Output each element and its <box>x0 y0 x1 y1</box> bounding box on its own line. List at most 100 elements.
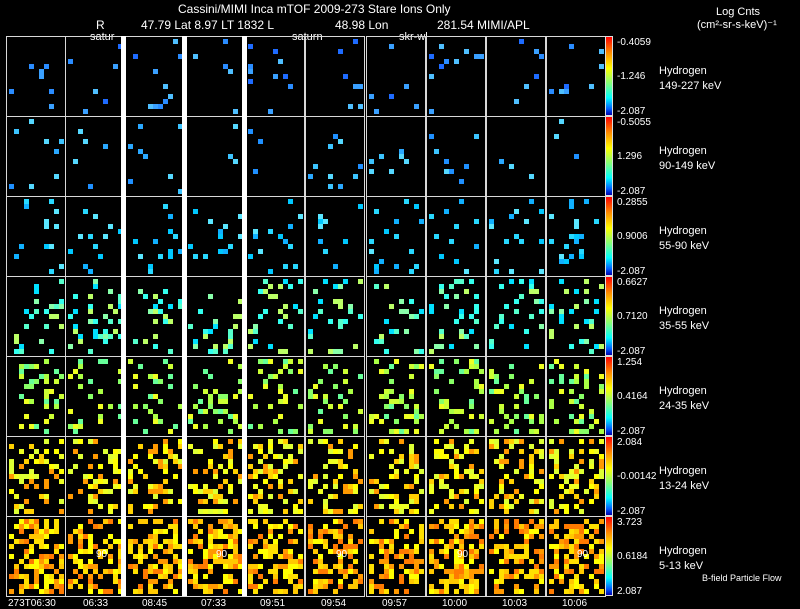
count-pixel <box>454 294 459 299</box>
count-pixel <box>599 464 604 469</box>
count-pixel <box>409 464 414 469</box>
count-pixel <box>163 539 168 544</box>
count-pixel <box>429 54 434 59</box>
count-pixel <box>574 579 579 584</box>
count-pixel <box>59 479 64 484</box>
count-pixel <box>158 559 163 564</box>
count-pixel <box>103 359 108 364</box>
count-pixel <box>348 489 353 494</box>
count-pixel <box>494 374 499 379</box>
count-pixel <box>54 464 59 469</box>
count-pixel <box>414 499 419 504</box>
count-pixel <box>549 239 554 244</box>
count-pixel <box>499 579 504 584</box>
count-pixel <box>419 569 424 574</box>
energy-range-label: 149-227 keV <box>659 80 722 92</box>
count-pixel <box>444 474 449 479</box>
count-pixel <box>258 314 263 319</box>
count-pixel <box>564 539 569 544</box>
count-pixel <box>188 569 193 574</box>
count-pixel <box>268 509 273 514</box>
count-pixel <box>29 379 34 384</box>
count-pixel <box>318 569 323 574</box>
count-pixel <box>434 234 439 239</box>
count-pixel <box>539 414 544 419</box>
count-pixel <box>549 589 554 594</box>
count-pixel <box>188 549 193 554</box>
count-pixel <box>434 369 439 374</box>
count-pixel <box>168 429 173 434</box>
count-pixel <box>153 539 158 544</box>
count-pixel <box>358 374 363 379</box>
count-pixel <box>554 459 559 464</box>
count-pixel <box>318 439 323 444</box>
count-pixel <box>419 349 424 354</box>
count-pixel <box>559 379 564 384</box>
count-pixel <box>444 554 449 559</box>
count-pixel <box>328 144 333 149</box>
count-pixel <box>138 124 143 129</box>
count-pixel <box>233 579 238 584</box>
count-pixel <box>409 574 414 579</box>
count-pixel <box>223 349 228 354</box>
count-pixel <box>263 454 268 459</box>
count-pixel <box>584 339 589 344</box>
data-panel: 90 <box>65 516 125 597</box>
count-pixel <box>389 519 394 524</box>
count-pixel <box>534 299 539 304</box>
count-pixel <box>193 539 198 544</box>
count-pixel <box>474 579 479 584</box>
count-pixel <box>439 329 444 334</box>
count-pixel <box>353 569 358 574</box>
colorbar-min-label: -2.087 <box>617 186 646 197</box>
count-pixel <box>564 504 569 509</box>
count-pixel <box>353 174 358 179</box>
count-pixel <box>49 389 54 394</box>
count-pixel <box>163 444 168 449</box>
count-pixel <box>434 564 439 569</box>
count-pixel <box>293 574 298 579</box>
count-pixel <box>54 519 59 524</box>
count-pixel <box>238 474 243 479</box>
count-pixel <box>579 419 584 424</box>
data-panel <box>366 276 426 357</box>
count-pixel <box>534 589 539 594</box>
count-pixel <box>384 549 389 554</box>
count-pixel <box>213 349 218 354</box>
count-pixel <box>83 479 88 484</box>
count-pixel <box>98 254 103 259</box>
count-pixel <box>404 329 409 334</box>
count-pixel <box>464 584 469 589</box>
count-pixel <box>238 379 243 384</box>
count-pixel <box>278 349 283 354</box>
data-panel <box>486 436 546 517</box>
count-pixel <box>459 559 464 564</box>
count-pixel <box>54 549 59 554</box>
count-pixel <box>103 314 108 319</box>
count-pixel <box>19 374 24 379</box>
count-pixel <box>599 429 604 434</box>
count-pixel <box>73 329 78 334</box>
count-pixel <box>288 84 293 89</box>
count-pixel <box>24 199 29 204</box>
count-pixel <box>268 484 273 489</box>
count-pixel <box>439 399 444 404</box>
count-pixel <box>489 549 494 554</box>
count-pixel <box>549 334 554 339</box>
count-pixel <box>233 499 238 504</box>
count-pixel <box>599 559 604 564</box>
count-pixel <box>29 444 34 449</box>
count-pixel <box>103 99 108 104</box>
count-pixel <box>308 524 313 529</box>
count-pixel <box>118 469 123 474</box>
count-pixel <box>399 504 404 509</box>
count-pixel <box>143 554 148 559</box>
count-pixel <box>494 519 499 524</box>
count-pixel <box>103 449 108 454</box>
count-pixel <box>153 304 158 309</box>
count-pixel <box>168 524 173 529</box>
count-pixel <box>248 424 253 429</box>
count-pixel <box>9 464 14 469</box>
count-pixel <box>29 534 34 539</box>
count-pixel <box>384 369 389 374</box>
